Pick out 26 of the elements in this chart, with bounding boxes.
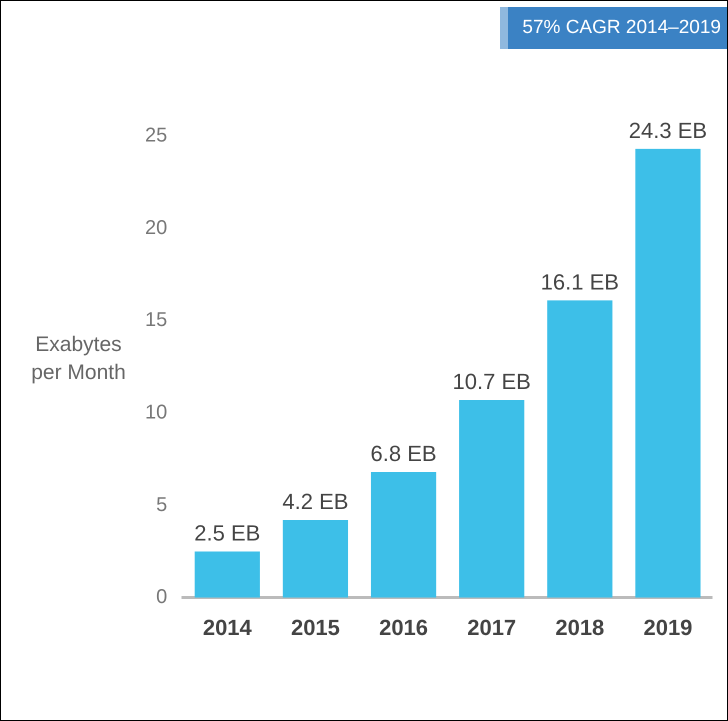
x-tick-label: 2019 [643, 614, 692, 640]
x-tick-label: 2015 [290, 614, 340, 640]
y-axis-title: Exabytes per Month [30, 332, 127, 386]
data-label: 16.1 EB [540, 269, 619, 294]
data-label: 24.3 EB [628, 118, 708, 143]
y-tick-label: 10 [144, 401, 168, 424]
x-tick-label: 2016 [379, 614, 428, 640]
bar [459, 400, 524, 598]
bar [635, 148, 701, 598]
data-label: 2.5 EB [194, 520, 260, 546]
y-tick-label: 15 [144, 309, 168, 332]
text: 57% CAGR 2014–2019 [500, 7, 727, 49]
data-label: 10.7 EB [452, 369, 531, 394]
bar [282, 520, 348, 598]
bar [370, 472, 436, 598]
x-tick-label: 2014 [202, 614, 253, 640]
x-tick-label: 2018 [555, 614, 604, 640]
bar [547, 300, 612, 598]
y-tick-label: 20 [144, 216, 168, 239]
y-tick-label: 25 [144, 124, 168, 147]
y-tick-label: 0 [156, 586, 168, 608]
y-tick-label: 5 [156, 494, 168, 516]
x-tick-label: 2017 [467, 614, 516, 640]
data-label: 4.2 EB [282, 489, 348, 514]
data-label: 6.8 EB [370, 441, 437, 466]
bar [194, 551, 260, 598]
